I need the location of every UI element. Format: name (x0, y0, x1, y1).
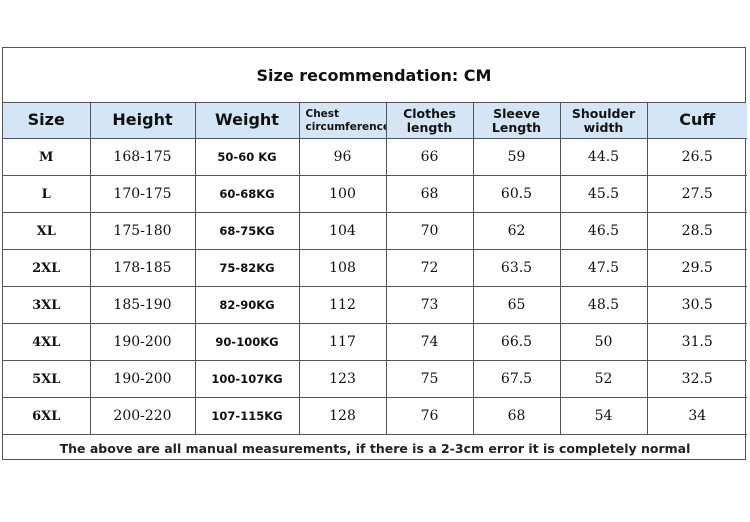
cell-size: M (3, 138, 91, 176)
note-row: The above are all manual measurements, i… (3, 434, 747, 461)
cell-shoulder-width: 52 (559, 360, 648, 398)
header-weight: Weight (194, 103, 300, 139)
table-row: 3XL 185-190 82-90KG 112 73 65 48.5 30.5 (3, 286, 747, 324)
cell-cuff: 26.5 (646, 138, 747, 176)
cell-sleeve-length: 63.5 (472, 249, 561, 287)
table-row: 4XL 190-200 90-100KG 117 74 66.5 50 31.5 (3, 323, 747, 361)
cell-sleeve-length: 67.5 (472, 360, 561, 398)
cell-chest: 112 (298, 286, 387, 324)
cell-height: 175-180 (89, 212, 196, 250)
header-size: Size (3, 103, 91, 139)
header-chest: Chest circumference (298, 103, 387, 139)
table-row: M 168-175 50-60 KG 96 66 59 44.5 26.5 (3, 138, 747, 176)
header-height: Height (89, 103, 196, 139)
cell-weight: 82-90KG (194, 286, 300, 324)
cell-size: 5XL (3, 360, 91, 398)
table-row: XL 175-180 68-75KG 104 70 62 46.5 28.5 (3, 212, 747, 250)
cell-chest: 117 (298, 323, 387, 361)
cell-chest: 128 (298, 397, 387, 435)
cell-cuff: 29.5 (646, 249, 747, 287)
cell-cuff: 28.5 (646, 212, 747, 250)
cell-height: 200-220 (89, 397, 196, 435)
cell-sleeve-length: 62 (472, 212, 561, 250)
cell-shoulder-width: 45.5 (559, 175, 648, 213)
table-row: 5XL 190-200 100-107KG 123 75 67.5 52 32.5 (3, 360, 747, 398)
cell-shoulder-width: 50 (559, 323, 648, 361)
cell-weight: 68-75KG (194, 212, 300, 250)
cell-sleeve-length: 66.5 (472, 323, 561, 361)
cell-shoulder-width: 48.5 (559, 286, 648, 324)
table-row: 6XL 200-220 107-115KG 128 76 68 54 34 (3, 397, 747, 435)
cell-cuff: 34 (646, 397, 747, 435)
table-row: 2XL 178-185 75-82KG 108 72 63.5 47.5 29.5 (3, 249, 747, 287)
cell-clothes-length: 72 (385, 249, 474, 287)
cell-size: 3XL (3, 286, 91, 324)
cell-size: 4XL (3, 323, 91, 361)
cell-weight: 60-68KG (194, 175, 300, 213)
cell-clothes-length: 70 (385, 212, 474, 250)
measurement-note: The above are all manual measurements, i… (3, 434, 747, 461)
cell-clothes-length: 75 (385, 360, 474, 398)
cell-shoulder-width: 54 (559, 397, 648, 435)
cell-chest: 96 (298, 138, 387, 176)
cell-clothes-length: 66 (385, 138, 474, 176)
cell-height: 185-190 (89, 286, 196, 324)
cell-weight: 75-82KG (194, 249, 300, 287)
cell-chest: 100 (298, 175, 387, 213)
cell-shoulder-width: 47.5 (559, 249, 648, 287)
cell-cuff: 30.5 (646, 286, 747, 324)
cell-clothes-length: 76 (385, 397, 474, 435)
cell-clothes-length: 68 (385, 175, 474, 213)
cell-size: L (3, 175, 91, 213)
cell-weight: 90-100KG (194, 323, 300, 361)
cell-clothes-length: 73 (385, 286, 474, 324)
size-chart: Size recommendation: CM Size Height Weig… (2, 47, 747, 461)
table-row: L 170-175 60-68KG 100 68 60.5 45.5 27.5 (3, 175, 747, 213)
cell-chest: 108 (298, 249, 387, 287)
cell-cuff: 31.5 (646, 323, 747, 361)
cell-size: XL (3, 212, 91, 250)
header-sleeve-length: Sleeve Length (472, 103, 561, 139)
header-shoulder-width: Shoulder width (559, 103, 648, 139)
cell-size: 6XL (3, 397, 91, 435)
cell-clothes-length: 74 (385, 323, 474, 361)
cell-sleeve-length: 59 (472, 138, 561, 176)
cell-sleeve-length: 68 (472, 397, 561, 435)
cell-sleeve-length: 65 (472, 286, 561, 324)
chart-title: Size recommendation: CM (3, 48, 745, 103)
cell-shoulder-width: 46.5 (559, 212, 648, 250)
cell-chest: 123 (298, 360, 387, 398)
cell-height: 190-200 (89, 360, 196, 398)
cell-cuff: 27.5 (646, 175, 747, 213)
cell-height: 190-200 (89, 323, 196, 361)
header-clothes-length: Clothes length (385, 103, 474, 139)
cell-weight: 100-107KG (194, 360, 300, 398)
header-row: Size Height Weight Chest circumference C… (3, 103, 747, 139)
cell-cuff: 32.5 (646, 360, 747, 398)
size-table: Size Height Weight Chest circumference C… (3, 103, 747, 461)
cell-weight: 50-60 KG (194, 138, 300, 176)
cell-size: 2XL (3, 249, 91, 287)
cell-height: 168-175 (89, 138, 196, 176)
cell-height: 178-185 (89, 249, 196, 287)
cell-shoulder-width: 44.5 (559, 138, 648, 176)
cell-sleeve-length: 60.5 (472, 175, 561, 213)
cell-height: 170-175 (89, 175, 196, 213)
header-cuff: Cuff (646, 103, 747, 139)
cell-chest: 104 (298, 212, 387, 250)
cell-weight: 107-115KG (194, 397, 300, 435)
